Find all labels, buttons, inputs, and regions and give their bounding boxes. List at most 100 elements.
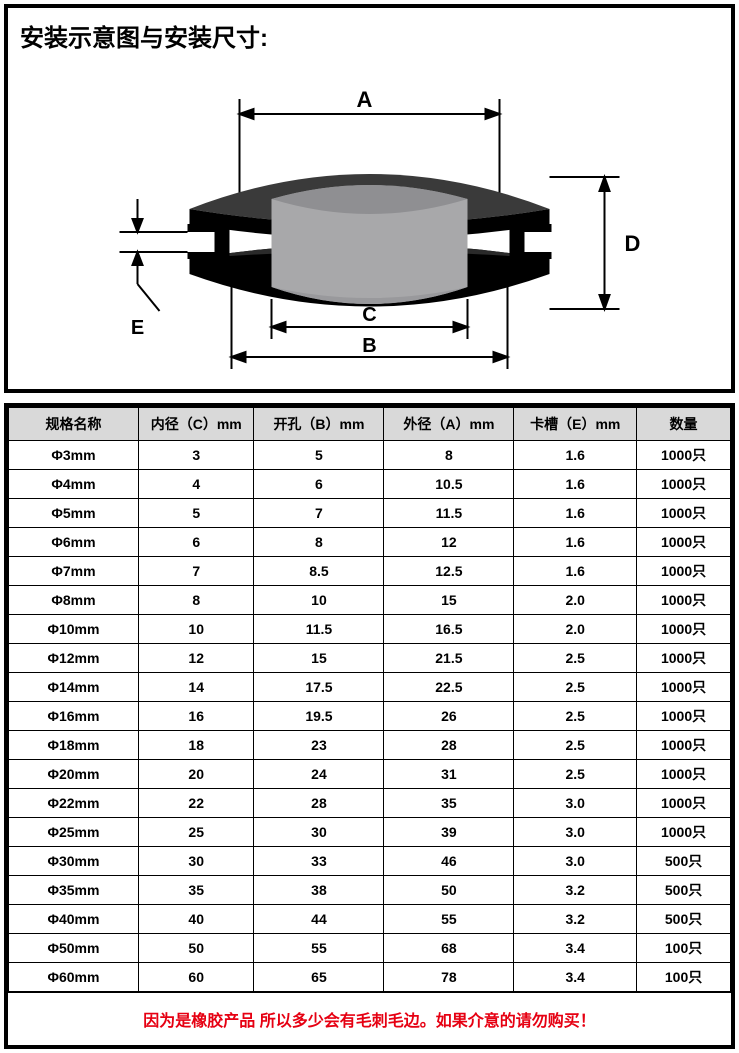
table-cell: 28 xyxy=(384,731,514,760)
label-E: E xyxy=(131,317,144,339)
table-cell: 1000只 xyxy=(637,818,731,847)
table-cell: 55 xyxy=(384,905,514,934)
table-row: Φ8mm810152.01000只 xyxy=(9,586,731,615)
table-cell: Φ12mm xyxy=(9,644,139,673)
table-cell: 6 xyxy=(138,528,254,557)
table-cell: Φ5mm xyxy=(9,499,139,528)
table-cell: 500只 xyxy=(637,876,731,905)
label-A: A xyxy=(357,87,373,112)
table-cell: 1.6 xyxy=(514,528,637,557)
table-cell: Φ10mm xyxy=(9,615,139,644)
table-cell: 3.4 xyxy=(514,934,637,963)
table-header-cell: 规格名称 xyxy=(9,408,139,441)
table-cell: 19.5 xyxy=(254,702,384,731)
table-cell: Φ40mm xyxy=(9,905,139,934)
table-cell: 21.5 xyxy=(384,644,514,673)
grommet-diagram: A xyxy=(8,59,731,389)
table-cell: 2.5 xyxy=(514,644,637,673)
table-cell: 3.4 xyxy=(514,963,637,992)
table-cell: 10.5 xyxy=(384,470,514,499)
table-cell: 1000只 xyxy=(637,731,731,760)
table-cell: 16 xyxy=(138,702,254,731)
table-cell: 2.5 xyxy=(514,731,637,760)
table-cell: 11.5 xyxy=(384,499,514,528)
table-cell: 10 xyxy=(138,615,254,644)
table-cell: 24 xyxy=(254,760,384,789)
table-cell: 30 xyxy=(254,818,384,847)
table-row: Φ20mm2024312.51000只 xyxy=(9,760,731,789)
table-cell: 60 xyxy=(138,963,254,992)
table-cell: 3.0 xyxy=(514,818,637,847)
table-row: Φ6mm68121.61000只 xyxy=(9,528,731,557)
table-cell: 7 xyxy=(254,499,384,528)
table-cell: 500只 xyxy=(637,847,731,876)
table-cell: 1.6 xyxy=(514,557,637,586)
table-cell: 8 xyxy=(138,586,254,615)
table-cell: 8.5 xyxy=(254,557,384,586)
table-cell: 22 xyxy=(138,789,254,818)
table-cell: 3.0 xyxy=(514,789,637,818)
table-row: Φ5mm5711.51.61000只 xyxy=(9,499,731,528)
table-row: Φ35mm3538503.2500只 xyxy=(9,876,731,905)
table-cell: Φ35mm xyxy=(9,876,139,905)
diagram-panel: 安装示意图与安装尺寸: A xyxy=(4,4,735,393)
table-cell: 20 xyxy=(138,760,254,789)
table-row: Φ18mm1823282.51000只 xyxy=(9,731,731,760)
table-cell: 8 xyxy=(384,441,514,470)
table-cell: 1.6 xyxy=(514,470,637,499)
table-row: Φ7mm78.512.51.61000只 xyxy=(9,557,731,586)
table-row: Φ12mm121521.52.51000只 xyxy=(9,644,731,673)
table-cell: 2.5 xyxy=(514,760,637,789)
table-cell: 1000只 xyxy=(637,760,731,789)
table-cell: 7 xyxy=(138,557,254,586)
table-cell: 46 xyxy=(384,847,514,876)
table-cell: 6 xyxy=(254,470,384,499)
table-cell: Φ30mm xyxy=(9,847,139,876)
table-cell: Φ4mm xyxy=(9,470,139,499)
table-cell: 30 xyxy=(138,847,254,876)
table-cell: 5 xyxy=(254,441,384,470)
table-row: Φ16mm1619.5262.51000只 xyxy=(9,702,731,731)
table-cell: Φ6mm xyxy=(9,528,139,557)
table-row: Φ14mm1417.522.52.51000只 xyxy=(9,673,731,702)
table-row: Φ60mm6065783.4100只 xyxy=(9,963,731,992)
table-cell: Φ16mm xyxy=(9,702,139,731)
table-cell: 26 xyxy=(384,702,514,731)
table-header-cell: 外径（A）mm xyxy=(384,408,514,441)
table-cell: 1000只 xyxy=(637,644,731,673)
table-row: Φ3mm3581.61000只 xyxy=(9,441,731,470)
table-cell: 17.5 xyxy=(254,673,384,702)
table-cell: 1000只 xyxy=(637,441,731,470)
table-cell: 12 xyxy=(384,528,514,557)
table-cell: Φ14mm xyxy=(9,673,139,702)
table-cell: 3 xyxy=(138,441,254,470)
table-cell: 44 xyxy=(254,905,384,934)
table-cell: 2.5 xyxy=(514,702,637,731)
warning-notice: 因为是橡胶产品 所以多少会有毛刺毛边。如果介意的请勿购买！ xyxy=(8,992,731,1045)
table-cell: 10 xyxy=(254,586,384,615)
table-cell: 33 xyxy=(254,847,384,876)
table-cell: Φ8mm xyxy=(9,586,139,615)
table-cell: Φ25mm xyxy=(9,818,139,847)
table-cell: 28 xyxy=(254,789,384,818)
table-cell: 3.2 xyxy=(514,876,637,905)
table-cell: 5 xyxy=(138,499,254,528)
table-cell: 35 xyxy=(138,876,254,905)
table-cell: 100只 xyxy=(637,963,731,992)
table-cell: 1000只 xyxy=(637,586,731,615)
table-cell: 15 xyxy=(254,644,384,673)
table-cell: 1.6 xyxy=(514,499,637,528)
table-row: Φ10mm1011.516.52.01000只 xyxy=(9,615,731,644)
table-cell: 1000只 xyxy=(637,499,731,528)
table-cell: 18 xyxy=(138,731,254,760)
table-cell: 78 xyxy=(384,963,514,992)
table-cell: Φ7mm xyxy=(9,557,139,586)
table-cell: 50 xyxy=(138,934,254,963)
table-cell: 1000只 xyxy=(637,673,731,702)
table-cell: Φ20mm xyxy=(9,760,139,789)
table-row: Φ4mm4610.51.61000只 xyxy=(9,470,731,499)
label-D: D xyxy=(625,231,641,256)
table-cell: Φ18mm xyxy=(9,731,139,760)
label-C: C xyxy=(362,304,376,326)
table-cell: 100只 xyxy=(637,934,731,963)
